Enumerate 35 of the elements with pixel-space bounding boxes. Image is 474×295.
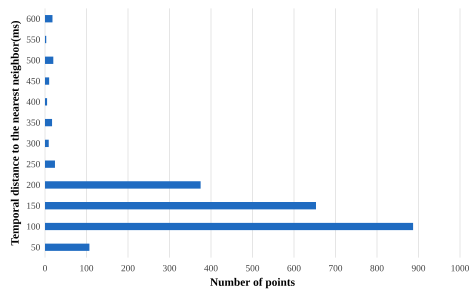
x-tick-label: 1000 bbox=[451, 265, 469, 272]
y-axis-title: Temporal distance to the nearest neighbor(ms) bbox=[10, 20, 22, 246]
bar bbox=[45, 202, 316, 210]
y-tick-label: 150 bbox=[27, 202, 40, 209]
y-tick-label: 600 bbox=[26, 16, 40, 22]
x-tick-label: 900 bbox=[412, 265, 426, 272]
y-tick-label: 300 bbox=[26, 140, 40, 147]
y-tick-label: 550 bbox=[26, 36, 40, 43]
y-tick-label: 200 bbox=[26, 182, 40, 188]
y-tick-label: 500 bbox=[26, 57, 40, 64]
y-tick-label: 350 bbox=[26, 119, 40, 126]
y-tick-label: 250 bbox=[26, 161, 40, 168]
x-tick-label: 800 bbox=[370, 265, 384, 272]
y-tick-label: 50 bbox=[32, 244, 40, 250]
y-tick-label: 400 bbox=[26, 98, 40, 105]
bar bbox=[45, 15, 52, 22]
x-tick-label: 200 bbox=[121, 265, 135, 272]
bar bbox=[45, 77, 50, 85]
bar bbox=[45, 118, 52, 126]
bar bbox=[45, 140, 49, 148]
x-tick-label: 300 bbox=[162, 265, 176, 272]
bar bbox=[45, 56, 54, 64]
bar bbox=[45, 160, 55, 168]
bar bbox=[45, 222, 414, 230]
x-tick-label: 600 bbox=[287, 265, 301, 272]
y-tick-label: 450 bbox=[26, 78, 40, 84]
x-axis-title: Number of points bbox=[210, 278, 295, 288]
bar bbox=[45, 244, 90, 251]
x-tick-label: 100 bbox=[80, 265, 94, 272]
x-tick-label: 0 bbox=[43, 265, 47, 272]
x-tick-label: 700 bbox=[329, 265, 342, 272]
x-tick-label: 400 bbox=[204, 265, 218, 272]
y-tick-label: 100 bbox=[27, 223, 40, 230]
bar bbox=[45, 181, 201, 189]
x-tick-label: 500 bbox=[246, 265, 260, 272]
